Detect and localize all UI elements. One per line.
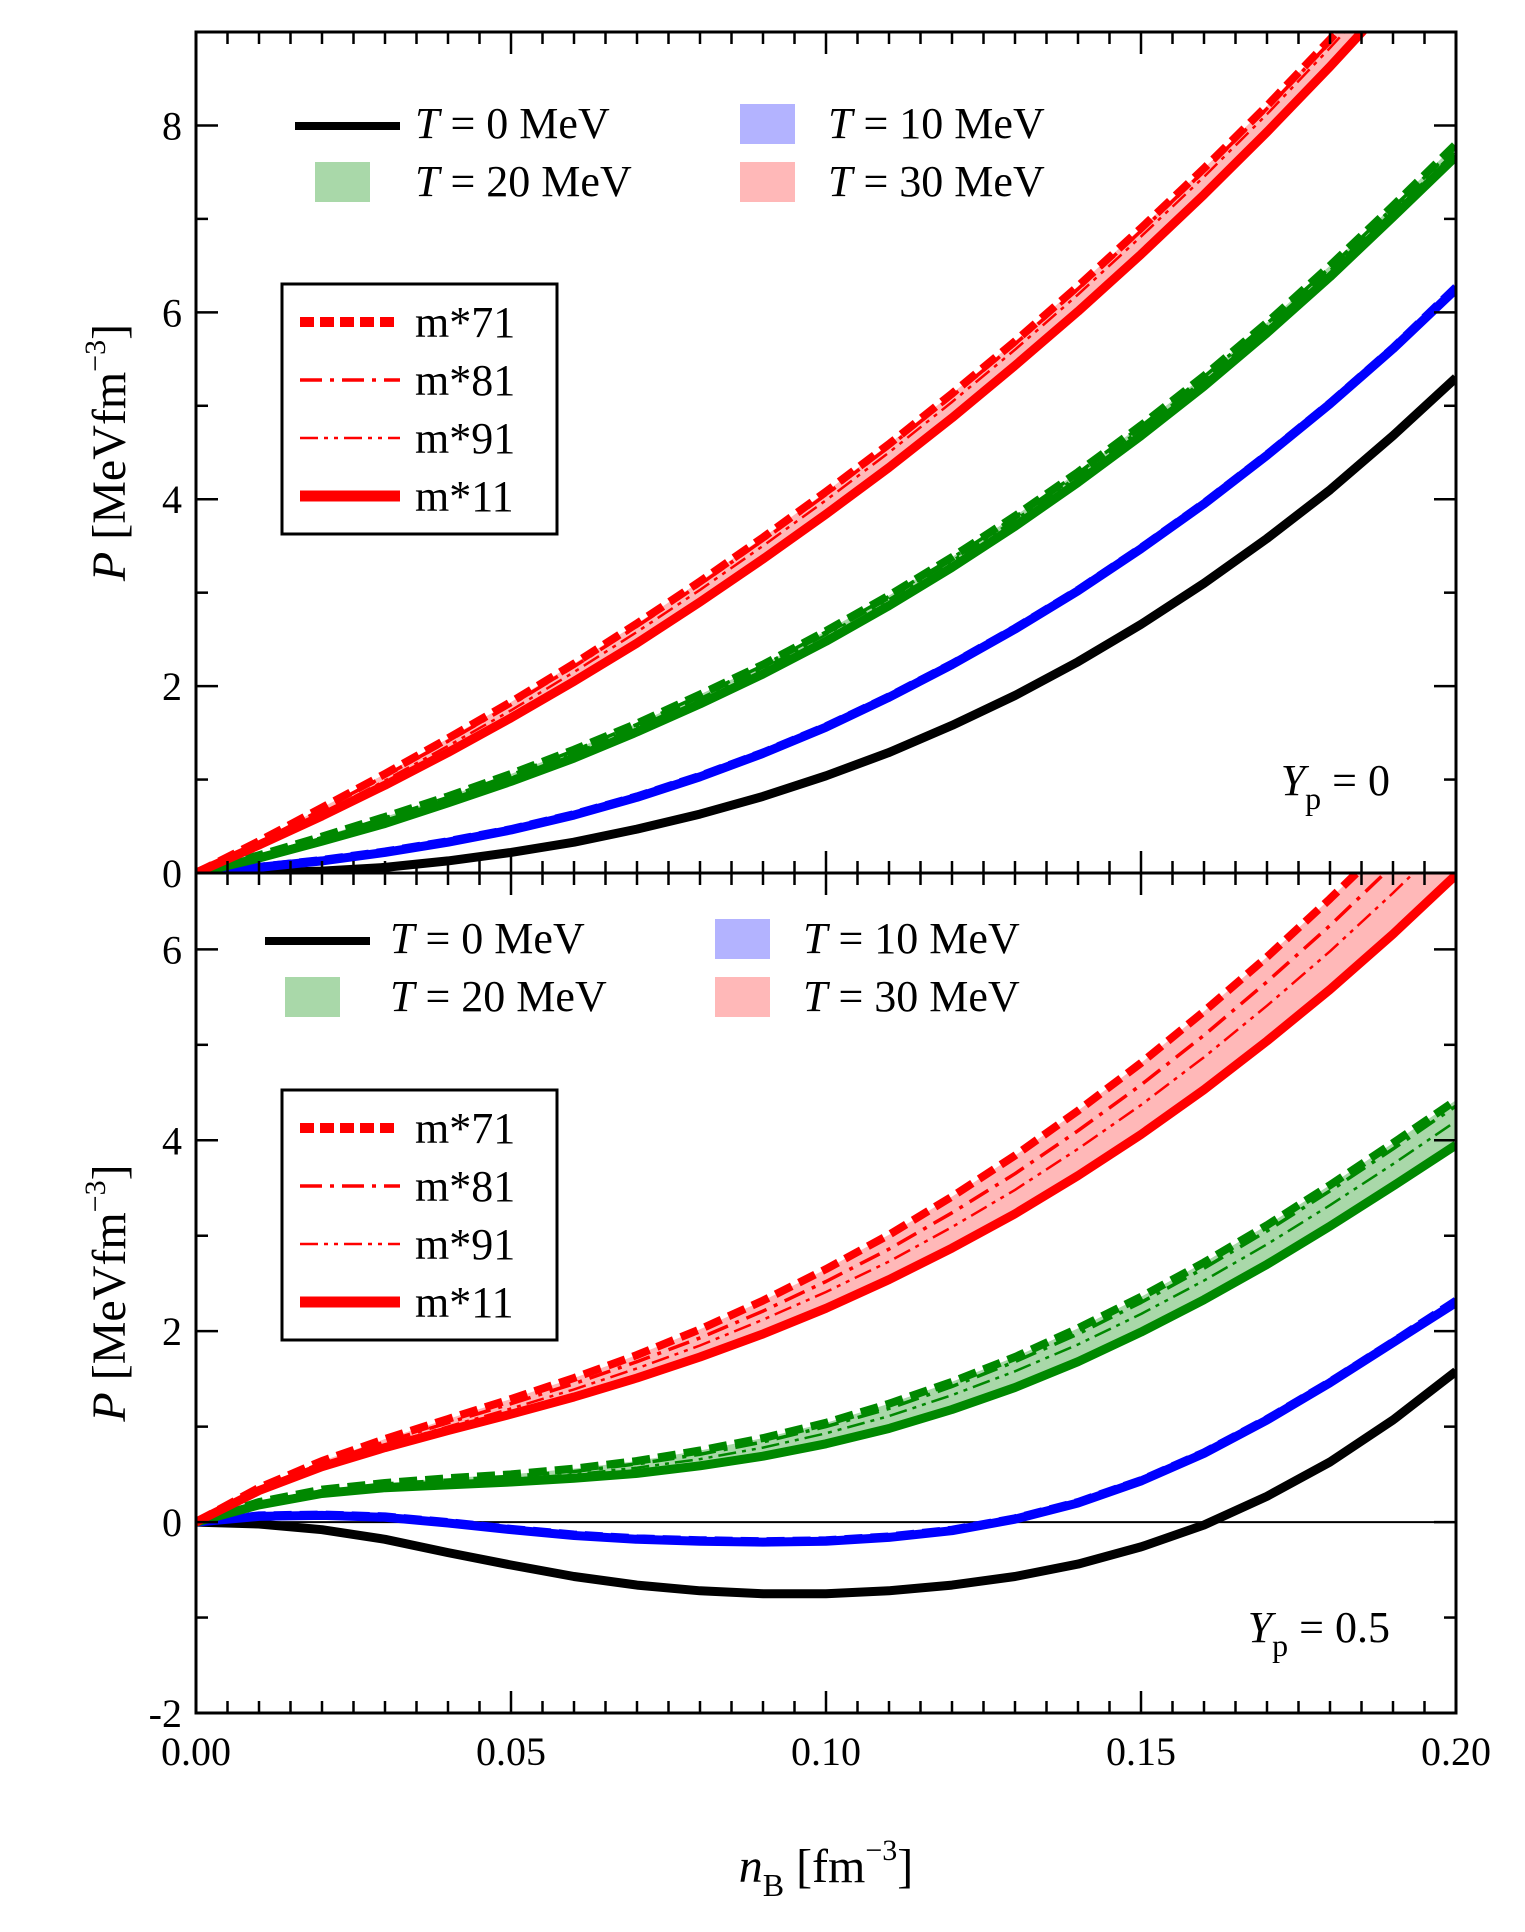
x-axis: 0.00 0.05 0.10 0.15 0.20 nB [fm−3] (161, 1729, 1491, 1903)
y-tick-label: 6 (162, 927, 182, 972)
legend-label: T = 0 MeV (390, 914, 585, 963)
series-line-T30-dashdot (196, 873, 1388, 1524)
y-tick-label: -2 (149, 1691, 182, 1736)
temperature-legend: T = 0 MeV T = 10 MeV T = 20 MeV T = 30 MeV (265, 914, 1020, 1021)
y-tick-label: 0 (162, 851, 182, 896)
x-tick-label: 0.15 (1106, 1729, 1176, 1774)
series-line-T10-dashed (196, 1297, 1456, 1546)
legend-label: T = 20 MeV (415, 157, 632, 206)
mass-legend-label: m*81 (415, 356, 515, 405)
series-line-T10-dashed (196, 284, 1456, 873)
legend-label: T = 10 MeV (828, 99, 1045, 148)
mass-legend-label: m*81 (415, 1162, 515, 1211)
x-tick-label: 0.10 (791, 1729, 861, 1774)
series-line-T20-solid (196, 1141, 1456, 1527)
band-T30 (196, 873, 1456, 1523)
bottom-panel: -2 0 2 4 6 P [MeVfm−3] Yp = 0.5 T = 0 MeV T = 10… (79, 871, 1458, 1736)
legend-label: T = 0 MeV (415, 99, 610, 148)
band-T20 (196, 1100, 1456, 1523)
y-tick-label: 2 (162, 664, 182, 709)
y-tick-label: 6 (162, 290, 182, 335)
y-tick-label: 8 (162, 103, 182, 148)
series-line-T30-dashdotdot (196, 32, 1347, 873)
x-axis-label: nB [fm−3] (739, 1834, 914, 1903)
y-tick-label: 4 (162, 477, 182, 522)
legend-swatch-band (315, 162, 370, 202)
legend-swatch-band (715, 919, 770, 959)
series-line-T0-solid (196, 1367, 1456, 1599)
mass-legend-label: m*11 (415, 472, 514, 521)
y-axis-label: P [MeVfm−3] (79, 324, 136, 582)
y-tick-label: 0 (162, 1500, 182, 1545)
mass-legend: m*71 m*81 m*91 m*11 (280, 1088, 559, 1342)
series-line-T30-dashed (196, 873, 1363, 1526)
series-line-T30-solid (196, 32, 1369, 873)
y-tick-label: 4 (162, 1118, 182, 1163)
legend-swatch-band (740, 162, 795, 202)
series-line-T30-solid (196, 873, 1456, 1527)
series-line-T30-dashed (196, 32, 1343, 873)
legend-swatch-band (715, 977, 770, 1017)
legend-label: T = 10 MeV (803, 914, 1020, 963)
plot-area (196, 32, 1456, 873)
y-tick-label: 2 (162, 1309, 182, 1354)
x-tick-label: 0.00 (161, 1729, 231, 1774)
panel-annotation: Yp = 0.5 (1248, 1603, 1390, 1663)
series-line-T20-solid (196, 153, 1456, 873)
y-axis-label: P [MeVfm−3] (79, 1164, 136, 1422)
series-line-T30-dashdot (196, 32, 1342, 873)
mass-legend-label: m*91 (415, 1220, 515, 1269)
plot-area (196, 873, 1456, 1599)
series-line-T0-solid (196, 374, 1456, 873)
panel-annotation: Yp = 0 (1281, 756, 1390, 816)
legend-label: T = 30 MeV (828, 157, 1045, 206)
legend-swatch-band (285, 977, 340, 1017)
mass-legend-label: m*71 (415, 1104, 515, 1153)
legend-label: T = 30 MeV (803, 972, 1020, 1021)
legend-label: T = 20 MeV (390, 972, 607, 1021)
x-tick-label: 0.20 (1421, 1729, 1491, 1774)
x-tick-label: 0.05 (476, 1729, 546, 1774)
mass-legend-label: m*71 (415, 298, 515, 347)
temperature-legend: T = 0 MeV T = 10 MeV T = 20 MeV T = 30 MeV (295, 99, 1045, 206)
series-line-T20-dashdot (196, 145, 1456, 873)
series-line-T20-dashdotdot (196, 149, 1456, 873)
mass-legend-label: m*11 (415, 1278, 514, 1327)
legend-swatch-band (740, 104, 795, 144)
mass-legend-label: m*91 (415, 414, 515, 463)
top-panel: 0 2 4 6 8 P [MeVfm−3] Yp = 0 T = 0 MeV T = 10 Me… (79, 30, 1458, 896)
mass-legend: m*71 m*81 m*91 m*11 (280, 282, 559, 536)
